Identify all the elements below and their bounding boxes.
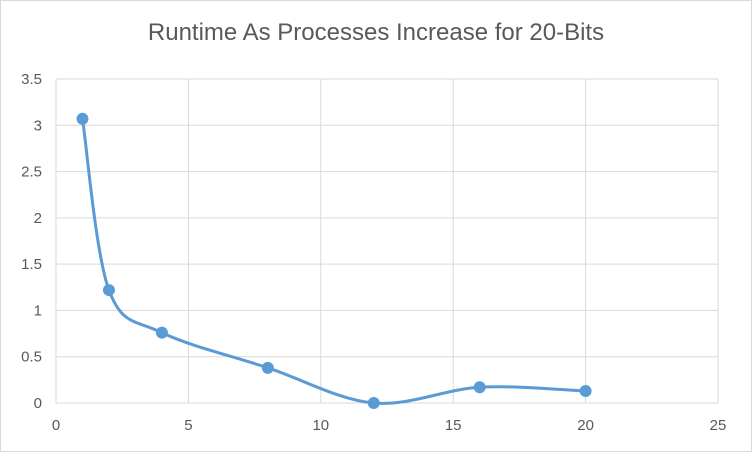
y-tick-label: 0.5 <box>21 349 42 366</box>
y-axis: 0 0.5 1 1.5 2 2.5 3 3.5 <box>21 71 42 412</box>
x-axis: 0 5 10 15 20 25 <box>52 417 727 434</box>
data-point <box>579 384 592 397</box>
y-tick-label: 1 <box>34 302 42 319</box>
series-points <box>76 112 592 409</box>
x-tick-label: 10 <box>312 417 329 434</box>
y-tick-label: 0 <box>34 395 42 412</box>
data-point <box>102 284 115 297</box>
grid <box>55 78 719 404</box>
x-tick-label: 25 <box>710 417 727 434</box>
series-line <box>80 118 586 405</box>
y-tick-label: 2.5 <box>21 164 42 181</box>
x-tick-label: 20 <box>577 417 594 434</box>
y-tick-label: 2 <box>34 210 42 227</box>
data-point <box>367 397 380 409</box>
data-point <box>76 112 89 125</box>
x-tick-label: 5 <box>184 417 192 434</box>
x-tick-label: 15 <box>445 417 462 434</box>
y-tick-label: 3.5 <box>21 71 42 88</box>
data-point <box>155 326 168 339</box>
x-tick-label: 0 <box>52 417 60 434</box>
y-tick-label: 3 <box>34 117 42 134</box>
data-point <box>261 361 274 374</box>
y-tick-label: 1.5 <box>21 256 42 273</box>
data-point <box>473 381 486 394</box>
chart-title: Runtime As Processes Increase for 20-Bit… <box>147 19 605 46</box>
